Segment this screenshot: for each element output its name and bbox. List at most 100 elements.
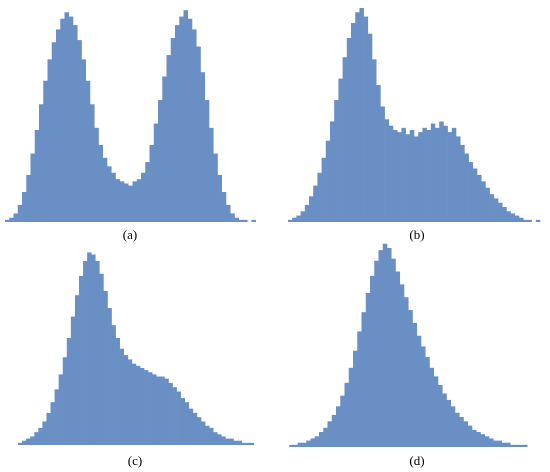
histogram-bar [229, 438, 234, 445]
histogram-bar [162, 76, 167, 222]
histogram-bar [535, 219, 541, 222]
histogram-bar [506, 211, 511, 222]
histogram-bar [140, 367, 145, 445]
histogram-bar [70, 316, 76, 445]
histogram-bar [34, 129, 40, 222]
histogram-bar [204, 100, 210, 222]
histogram-bar [467, 425, 473, 447]
histogram-bar [111, 172, 116, 222]
histogram-bar [430, 123, 436, 222]
histogram-bar [397, 132, 402, 222]
histogram-bar [485, 187, 490, 222]
histogram-bar [425, 357, 430, 447]
histogram-bar [141, 172, 146, 222]
histogram-bar [297, 442, 303, 447]
histogram-bar [131, 363, 137, 445]
histogram-bar [172, 387, 177, 445]
histogram-bar [455, 412, 460, 447]
histogram-bar [340, 395, 345, 447]
histogram-bar [342, 57, 348, 222]
histogram-bar [136, 179, 142, 222]
histogram-bar [205, 425, 210, 445]
histogram-bar [119, 348, 125, 445]
histogram-bar [367, 33, 373, 223]
histogram-bar [353, 350, 358, 447]
histogram-bar [309, 196, 314, 222]
histogram-bar [302, 442, 307, 447]
histogram-bar [344, 382, 350, 447]
histogram-bar [447, 132, 453, 222]
histogram-bar [446, 399, 452, 447]
histogram-bar [221, 192, 227, 222]
histogram-bar [46, 412, 51, 445]
histogram-bar [493, 440, 498, 447]
histogram-bar [300, 211, 306, 222]
histogram-bar [54, 389, 59, 445]
histogram-bar [433, 376, 439, 447]
histogram-bar [56, 29, 61, 223]
histogram-bar [68, 16, 74, 223]
histogram-bar [429, 367, 435, 447]
histogram-bar [50, 402, 55, 445]
histogram-bar [376, 85, 381, 222]
histogram-bar [119, 181, 125, 222]
histogram-bar [289, 444, 294, 447]
histogram-bar [361, 312, 367, 447]
histogram-bar [217, 174, 223, 222]
histogram-bar [418, 132, 423, 222]
histogram-bar [519, 217, 524, 222]
histogram-bar [510, 444, 515, 447]
histogram-bar [22, 192, 27, 222]
histogram-bar [237, 440, 242, 445]
histogram-bar [170, 37, 176, 223]
histogram-bar [288, 219, 293, 222]
histogram-bar [331, 414, 337, 447]
histogram-bar [412, 322, 418, 447]
histogram-bar [314, 436, 320, 447]
histogram-bar [325, 140, 331, 222]
histogram-bar [408, 310, 413, 447]
histogram-bar [115, 338, 120, 445]
histogram-bar [213, 153, 218, 222]
histogram-bar [5, 219, 10, 222]
histogram-bar [330, 121, 335, 222]
histogram-bar [346, 37, 352, 223]
histogram-bar [249, 442, 255, 445]
histogram-bar [17, 204, 23, 222]
histogram-bar [323, 427, 328, 447]
histogram-bar [238, 219, 244, 222]
histogram-bar [148, 372, 153, 445]
histogram-bar [319, 432, 324, 447]
histogram-bar [439, 121, 444, 222]
histogram-bar [179, 16, 184, 223]
histogram-bar [39, 104, 44, 222]
histogram-bar [523, 444, 528, 447]
histogram-bar [514, 444, 520, 447]
histogram-bar [168, 382, 173, 445]
histogram-bar [87, 252, 92, 445]
histogram-bar [477, 174, 482, 222]
histogram-bar [124, 183, 129, 222]
histogram-bar [175, 25, 180, 223]
histogram-bar [451, 127, 457, 222]
histogram-bar [60, 18, 65, 223]
histogram-bar [421, 346, 426, 447]
panel-label: (a) [123, 227, 137, 242]
histogram-bar [99, 273, 104, 445]
histogram-bar [348, 367, 354, 447]
histogram-bar [409, 129, 415, 222]
histogram-bar [111, 325, 116, 445]
panel-label: (c) [128, 453, 142, 468]
histogram-bar [221, 436, 226, 445]
histogram-bar [58, 374, 64, 445]
histogram-bar [158, 100, 163, 222]
histogram-bar [166, 55, 172, 222]
histogram-bar [391, 258, 396, 447]
histogram-bar [164, 378, 169, 445]
histogram-bar [365, 292, 371, 447]
histogram-bar [527, 219, 532, 222]
histogram-bar [51, 42, 57, 222]
histogram-bar [217, 434, 222, 445]
histogram-bar [66, 338, 72, 445]
